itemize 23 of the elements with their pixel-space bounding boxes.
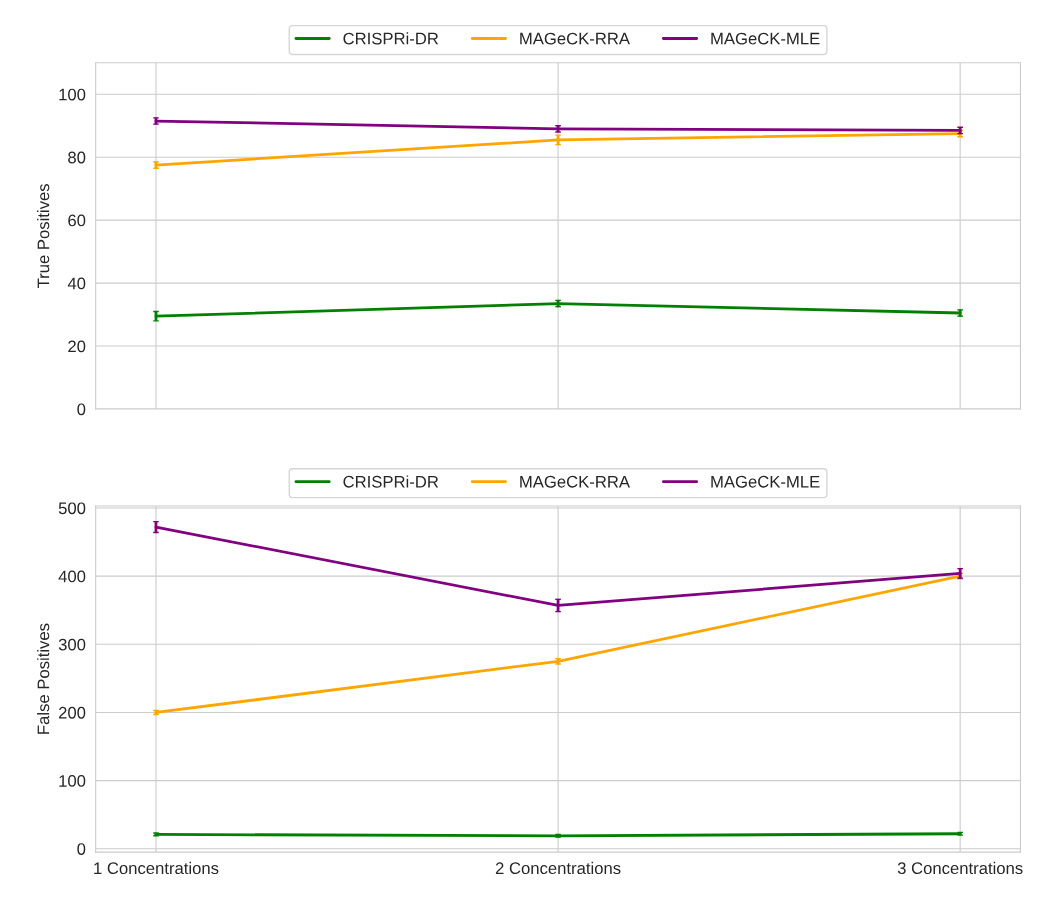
legend-label: CRISPRi-DR bbox=[343, 32, 439, 45]
y-axis-title: True Positives bbox=[37, 184, 50, 288]
y-tick-label: 0 bbox=[77, 403, 86, 416]
legend-label: MAGeCK-MLE bbox=[711, 475, 820, 488]
y-axis-title: False Positives bbox=[37, 623, 50, 734]
y-tick-label: 300 bbox=[58, 638, 86, 651]
y-tick-label: 20 bbox=[68, 340, 86, 353]
x-tick-label: 2 Concentrations bbox=[495, 861, 621, 875]
legend-label: MAGeCK-MLE bbox=[711, 32, 820, 45]
legend-label: CRISPRi-DR bbox=[343, 475, 439, 488]
y-tick-label: 0 bbox=[77, 843, 86, 855]
x-tick-label: 1 Concentrations bbox=[94, 861, 219, 875]
y-tick-label: 100 bbox=[59, 88, 86, 101]
y-tick-label: 80 bbox=[68, 151, 86, 164]
y-tick-label: 500 bbox=[58, 502, 86, 515]
legend-label: MAGeCK-RRA bbox=[520, 475, 630, 488]
y-tick-label: 40 bbox=[67, 277, 86, 290]
y-tick-label: 200 bbox=[58, 706, 86, 719]
y-tick-label: 100 bbox=[59, 774, 86, 787]
y-tick-label: 60 bbox=[68, 214, 86, 227]
x-tick-label: 3 Concentrations bbox=[897, 861, 1023, 875]
legend-label: MAGeCK-RRA bbox=[520, 32, 630, 45]
y-tick-label: 400 bbox=[58, 570, 86, 583]
